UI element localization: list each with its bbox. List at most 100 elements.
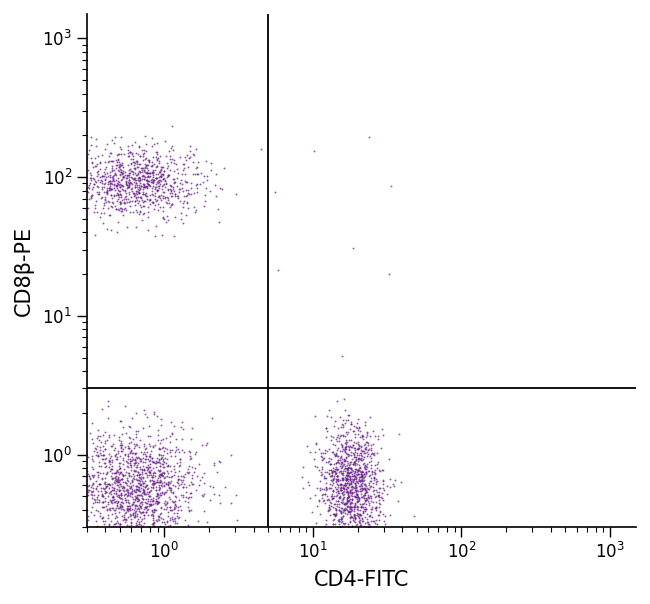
Point xyxy=(108,171,118,181)
Point xyxy=(82,466,92,476)
Point xyxy=(132,471,142,480)
Point xyxy=(346,490,356,500)
Point xyxy=(348,421,359,431)
Point xyxy=(337,503,347,512)
Point xyxy=(359,490,369,500)
Point xyxy=(144,172,154,181)
Point xyxy=(135,167,145,177)
Point xyxy=(159,443,170,452)
Point xyxy=(165,181,176,191)
Point xyxy=(201,440,211,449)
Point xyxy=(99,187,109,197)
Point xyxy=(345,473,356,483)
Point xyxy=(351,487,361,497)
Point xyxy=(341,504,351,514)
Point xyxy=(144,168,154,178)
Point xyxy=(348,510,359,519)
Point xyxy=(365,460,376,470)
Point xyxy=(176,480,186,489)
Point xyxy=(347,494,358,504)
Point xyxy=(332,475,343,484)
Point xyxy=(116,489,126,498)
Point xyxy=(140,196,150,205)
Point xyxy=(320,489,330,498)
Point xyxy=(336,430,346,440)
Point xyxy=(337,473,347,483)
Point xyxy=(129,176,140,185)
Point xyxy=(149,407,159,417)
Point xyxy=(120,470,131,480)
Point xyxy=(378,479,388,489)
Point xyxy=(86,419,97,428)
Point xyxy=(177,169,188,179)
Point xyxy=(83,481,94,491)
Point xyxy=(150,521,160,531)
Point xyxy=(344,468,354,478)
Point xyxy=(125,433,136,443)
Point xyxy=(133,471,143,480)
Point xyxy=(329,474,339,483)
Point xyxy=(122,473,132,483)
Point xyxy=(317,451,327,460)
Point xyxy=(125,462,136,472)
Point xyxy=(84,474,95,484)
Point xyxy=(120,170,131,180)
Point xyxy=(354,422,365,432)
Point xyxy=(150,458,161,467)
Point xyxy=(98,203,109,213)
Point xyxy=(123,487,133,497)
Point xyxy=(142,431,153,441)
Point xyxy=(113,458,124,468)
Point xyxy=(166,472,177,481)
Point xyxy=(320,489,330,499)
Point xyxy=(129,512,140,521)
Point xyxy=(378,483,389,492)
Point xyxy=(130,197,140,207)
Point xyxy=(160,496,170,506)
Point xyxy=(375,483,385,492)
Point xyxy=(120,450,130,460)
Point xyxy=(147,506,157,515)
Point xyxy=(365,463,376,472)
Point xyxy=(327,493,337,503)
Point xyxy=(95,443,105,452)
Point xyxy=(372,487,382,497)
Point xyxy=(181,482,192,492)
Point xyxy=(118,455,129,465)
Point xyxy=(161,478,171,488)
Point xyxy=(336,509,346,518)
Point xyxy=(361,432,371,442)
Point xyxy=(161,152,172,161)
Point xyxy=(152,192,162,202)
Point xyxy=(134,495,144,505)
Point xyxy=(346,447,356,457)
Point xyxy=(317,452,328,462)
Point xyxy=(155,477,165,486)
Point xyxy=(133,486,143,495)
Point xyxy=(345,475,356,484)
Point xyxy=(358,452,369,462)
Point xyxy=(146,161,156,170)
Point xyxy=(96,490,107,500)
Point xyxy=(148,493,159,503)
Point xyxy=(347,474,358,483)
Point xyxy=(138,163,148,173)
Point xyxy=(131,188,142,198)
Point xyxy=(120,203,130,213)
Point xyxy=(132,492,142,501)
Point xyxy=(142,183,152,193)
Point xyxy=(143,489,153,499)
Point xyxy=(351,464,361,474)
Point xyxy=(137,182,148,191)
Point xyxy=(137,201,148,210)
Point xyxy=(335,467,346,477)
Point xyxy=(328,466,338,476)
Point xyxy=(378,476,388,486)
Point xyxy=(131,149,141,158)
Point xyxy=(122,222,132,232)
Point xyxy=(176,471,187,480)
Point xyxy=(116,204,127,214)
Point xyxy=(127,149,137,159)
Point xyxy=(359,504,370,514)
Point xyxy=(333,514,344,524)
